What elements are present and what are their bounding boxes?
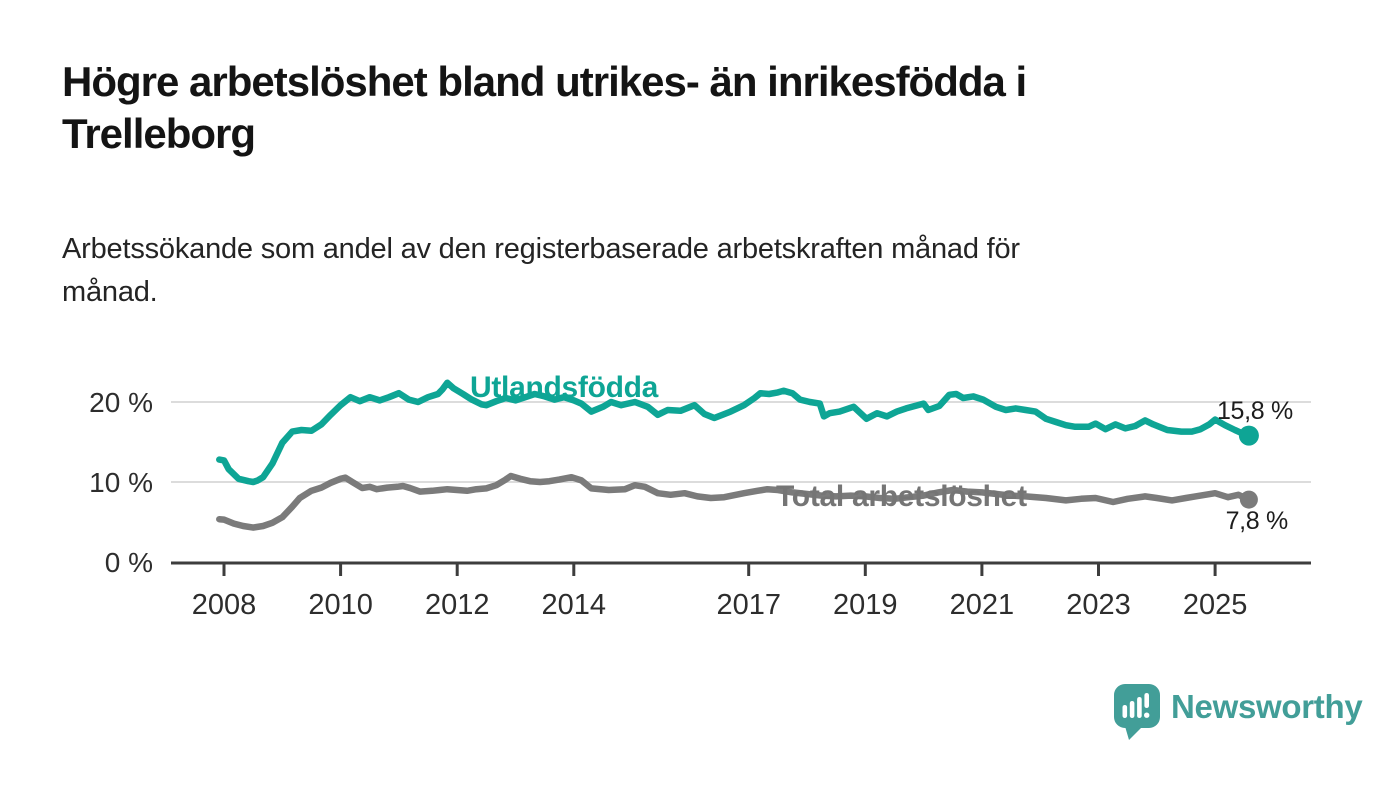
y-axis-tick-label: 0 % (105, 547, 153, 578)
chart-x-axis: 2008 2010 2012 2014 2017 2019 2021 2023 2025 (171, 561, 1311, 621)
series-label-total-arbetsloshet: Total arbetslöshet (776, 480, 1027, 513)
x-axis-tick-label: 2014 (542, 589, 607, 621)
x-axis-tick-label: 2021 (950, 589, 1015, 621)
bar-chart-speech-bubble-icon (1114, 684, 1160, 740)
series-end-dot-1 (1239, 490, 1258, 509)
page-title-line-1: Högre arbetslöshet bland utrikes- än inr… (62, 58, 1027, 105)
chart-subtitle-line-1: Arbetssökande som andel av den registerb… (62, 233, 1020, 265)
end-value-label-total: 7,8 % (1226, 507, 1288, 535)
page-title-line-2: Trelleborg (62, 110, 256, 157)
x-axis-tick-label: 2010 (308, 589, 373, 621)
page-title: Högre arbetslöshet bland utrikes- än inr… (62, 56, 1372, 160)
chart-subtitle-line-2: månad. (62, 276, 158, 308)
x-axis-tick-label: 2012 (425, 589, 490, 621)
series-label-utlandsfodda: Utlandsfödda (470, 371, 659, 404)
chart-series (216, 379, 1259, 531)
x-axis-tick-label: 2017 (716, 589, 781, 621)
series-line-1 (216, 472, 1253, 531)
end-value-label-utlandsfodda: 15,8 % (1217, 397, 1293, 425)
x-axis-tick-label: 2025 (1183, 589, 1248, 621)
newsworthy-logo: Newsworthy (1114, 684, 1363, 741)
x-axis-tick-label: 2023 (1066, 589, 1131, 621)
x-axis-tick-label: 2019 (833, 589, 898, 621)
series-line-0 (216, 379, 1253, 486)
y-axis-tick-label: 10 % (89, 467, 153, 498)
x-axis-tick-label: 2008 (192, 589, 257, 621)
logo-text: Newsworthy (1171, 688, 1363, 725)
series-end-dot-0 (1238, 425, 1259, 446)
chart-subtitle: Arbetssökande som andel av den registerb… (62, 228, 1372, 314)
y-axis-tick-label: 20 % (89, 387, 153, 418)
chart-gridlines: 0 % 10 % 20 % (89, 387, 1311, 578)
